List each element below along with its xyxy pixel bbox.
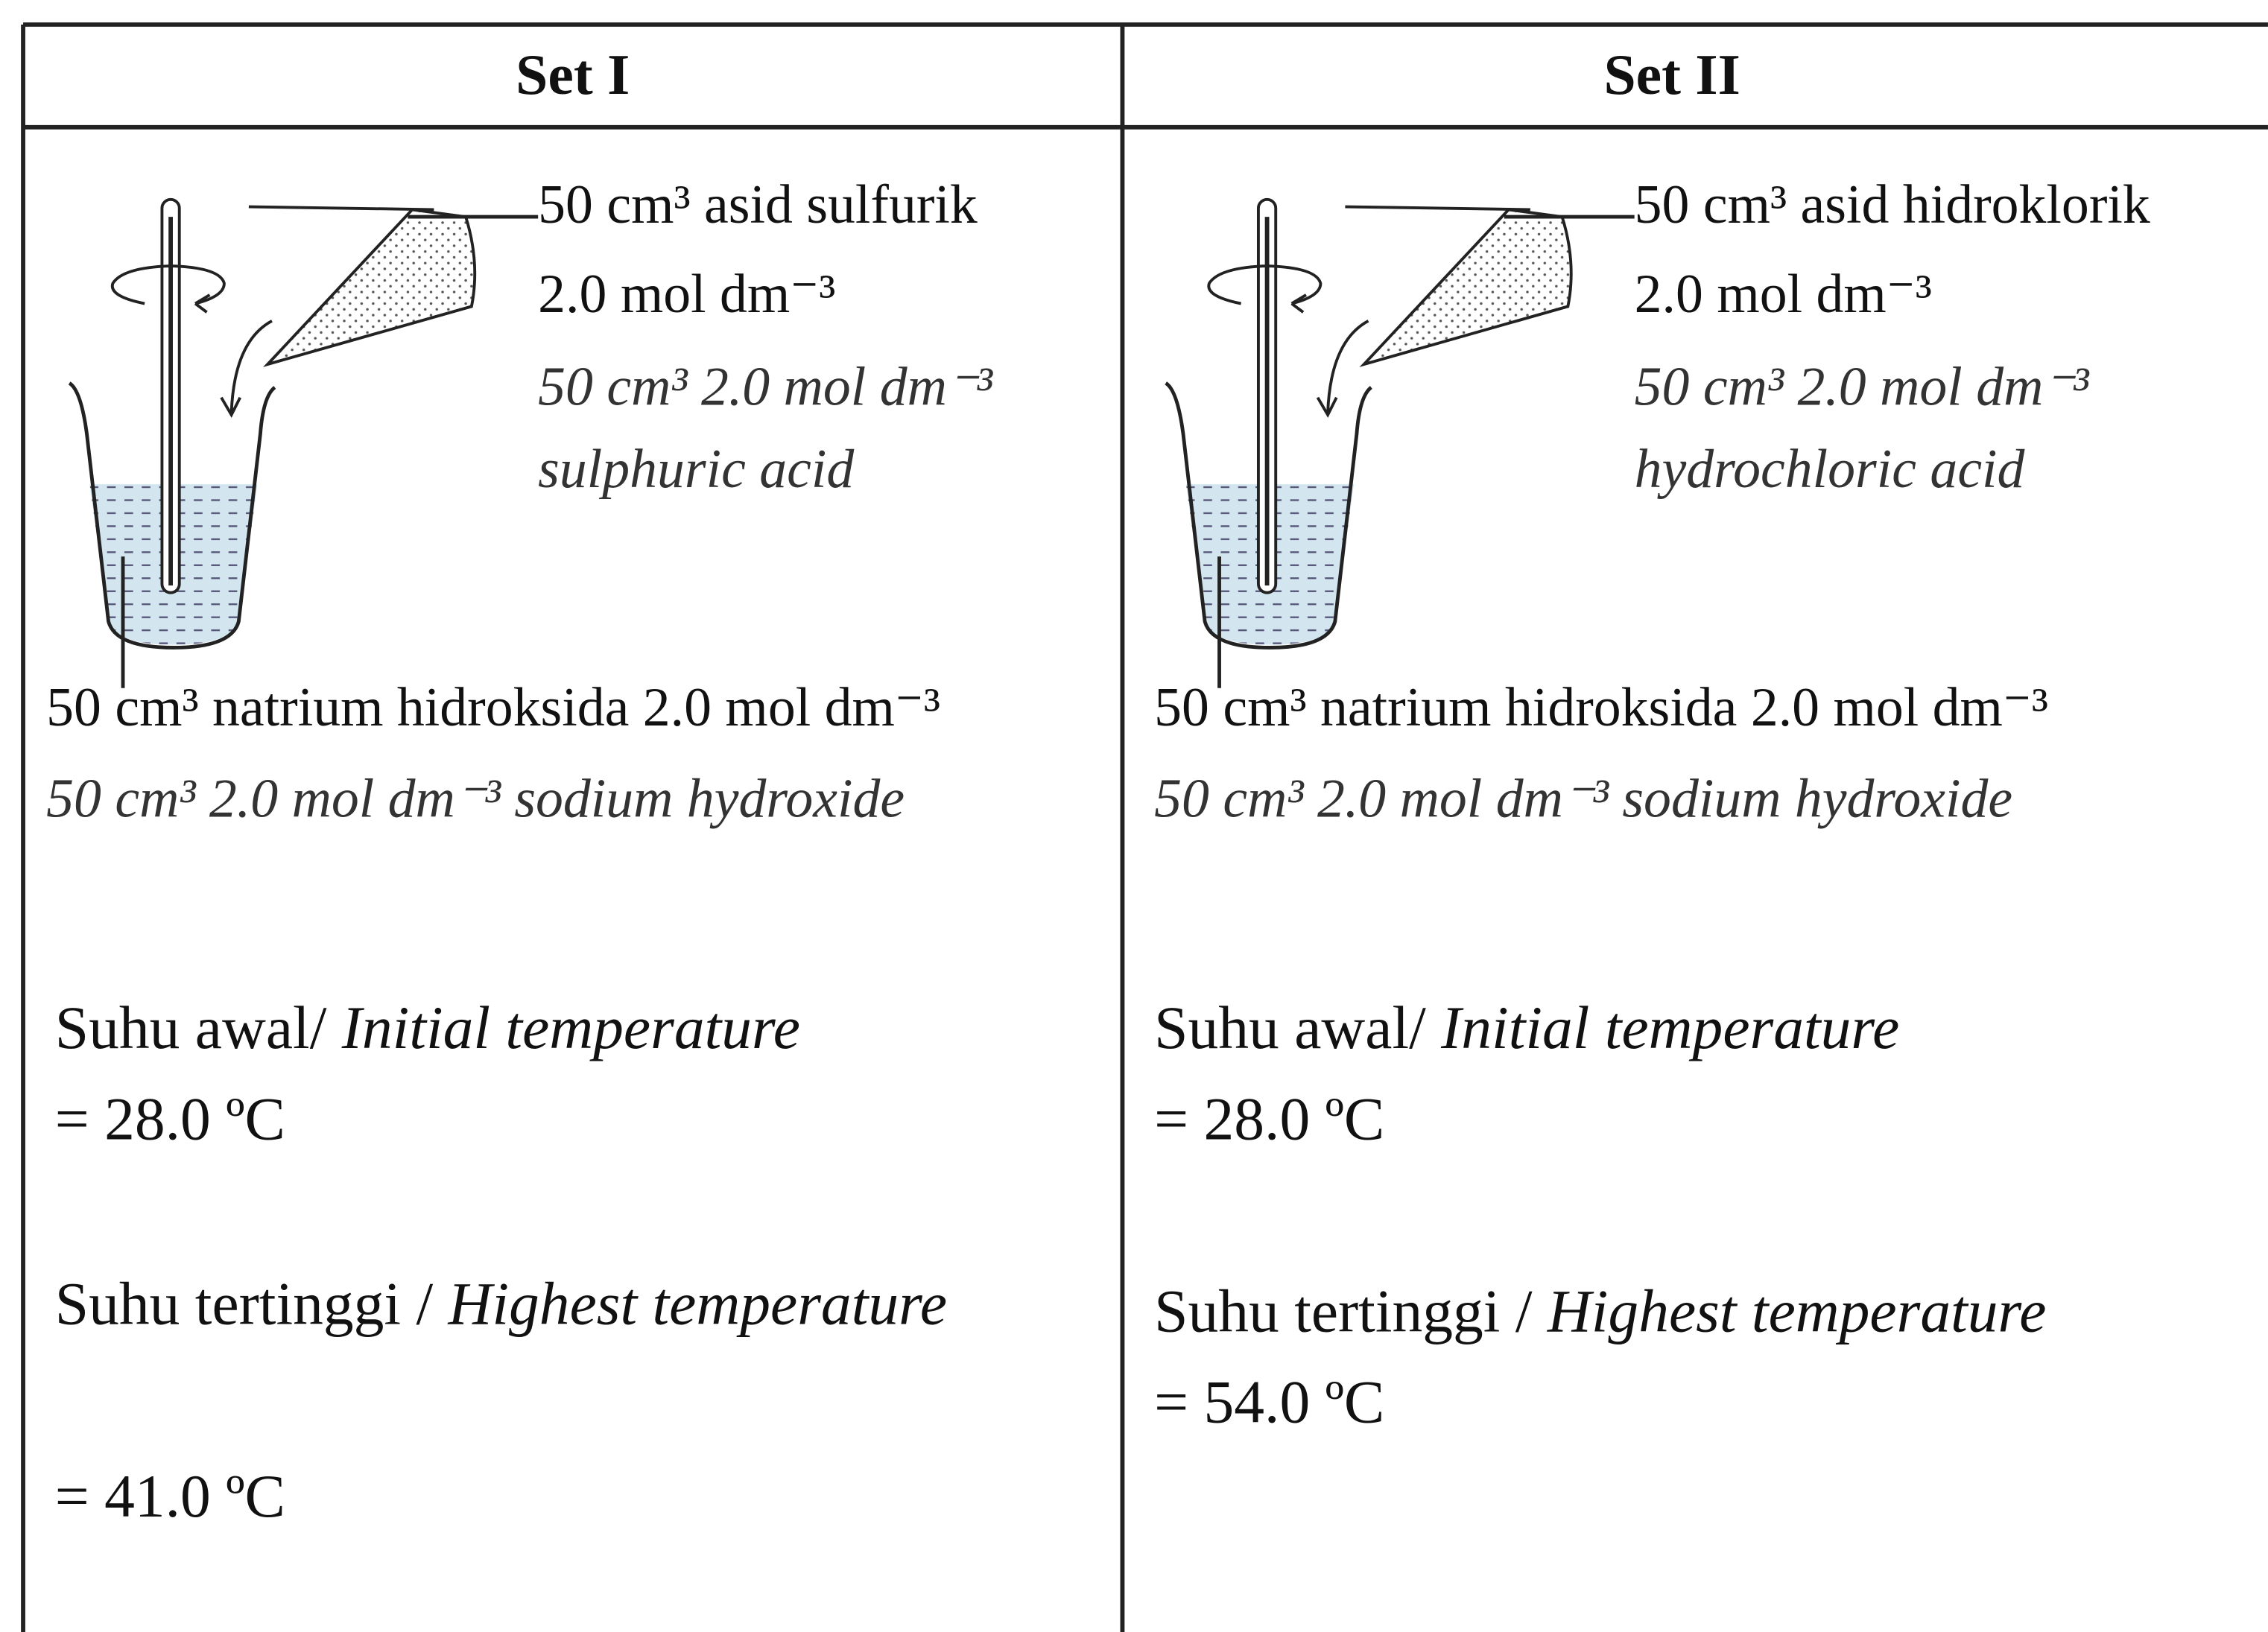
acid-label-en: 50 cm³ 2.0 mol dm⁻³ (1634, 357, 2089, 418)
highest-value: = 41.0 ºC (54, 1464, 285, 1531)
base-label: 50 cm³ natrium hidroksida 2.0 mol dm⁻³ (1154, 678, 2049, 739)
base-label: 50 cm³ natrium hidroksida 2.0 mol dm⁻³ (46, 678, 940, 739)
initial-value: = 28.0 ºC (54, 1087, 285, 1154)
apparatus (69, 200, 538, 688)
highest-temperature: Suhu tertinggi / Highest temperature (1154, 1280, 2046, 1344)
acid-label-en: sulphuric acid (538, 439, 855, 501)
label: Suhu awal/ (1154, 996, 1426, 1063)
acid-label: 50 cm³ asid hidroklorik (1635, 177, 2150, 235)
base-label: 50 cm³ natrium hidroksida 2.0 mol dm⁻³ (46, 679, 940, 737)
label-en: Initial temperature (341, 996, 800, 1063)
initial-value: = 28.0 ºC (1154, 1087, 1385, 1154)
acid-label-en: 50 cm³ 2.0 mol dm⁻³ (538, 358, 992, 416)
label: Suhu tertinggi / (54, 1271, 434, 1339)
highest-temperature: Suhu tertinggi / Highest temperature (55, 1260, 1088, 1351)
apparatus (1166, 200, 1635, 688)
base-label-en: 50 cm³ 2.0 mol dm⁻³ sodium hydroxide (1154, 769, 2013, 830)
base-label-en: 50 cm³ 2.0 mol dm⁻³ sodium hydroxide (46, 770, 905, 828)
highest-value: = 54.0 ºC (1154, 1372, 1384, 1435)
initial-value: = 28.0 ºC (1154, 1088, 1384, 1152)
initial-value: = 28.0 ºC (55, 1088, 285, 1152)
acid-label-en: 50 cm³ 2.0 mol dm⁻³ (1635, 358, 2089, 416)
acid-label: 2.0 mol dm⁻³ (1635, 266, 1932, 324)
label-en: Highest temperature (448, 1271, 948, 1339)
label-en: Highest temperature (1547, 1279, 2047, 1346)
label: Suhu tertinggi / (1154, 1279, 1533, 1346)
acid-label-en: hydrochloric acid (1635, 441, 2025, 499)
acid-label: 50 cm³ asid hidroklorik (1634, 174, 2150, 236)
initial-temperature: Suhu awal/ Initial temperature (55, 997, 800, 1061)
acid-label-en: 50 cm³ 2.0 mol dm⁻³ (538, 357, 992, 418)
acid-label: 2.0 mol dm⁻³ (538, 266, 835, 324)
base-label-en: 50 cm³ 2.0 mol dm⁻³ sodium hydroxide (46, 769, 905, 830)
acid-label-en: sulphuric acid (538, 441, 854, 499)
highest-value: = 41.0 ºC (55, 1466, 285, 1529)
acid-label: 50 cm³ asid sulfurik (538, 174, 978, 236)
highest-value: = 54.0 ºC (1154, 1370, 1385, 1438)
acid-label: 50 cm³ asid sulfurik (538, 177, 978, 235)
label: Suhu awal/ (54, 996, 327, 1063)
initial-temperature: Suhu awal/ Initial temperature (1154, 997, 1899, 1061)
acid-label-en: hydrochloric acid (1634, 439, 2025, 501)
acid-label: 2.0 mol dm⁻³ (538, 264, 836, 326)
base-label: 50 cm³ natrium hidroksida 2.0 mol dm⁻³ (1154, 679, 2048, 737)
acid-label: 2.0 mol dm⁻³ (1634, 264, 1932, 326)
label-en: Initial temperature (1441, 996, 1900, 1063)
column-header: Set II (1603, 42, 1740, 107)
base-label-en: 50 cm³ 2.0 mol dm⁻³ sodium hydroxide (1154, 770, 2012, 828)
column-header: Set I (516, 42, 630, 107)
